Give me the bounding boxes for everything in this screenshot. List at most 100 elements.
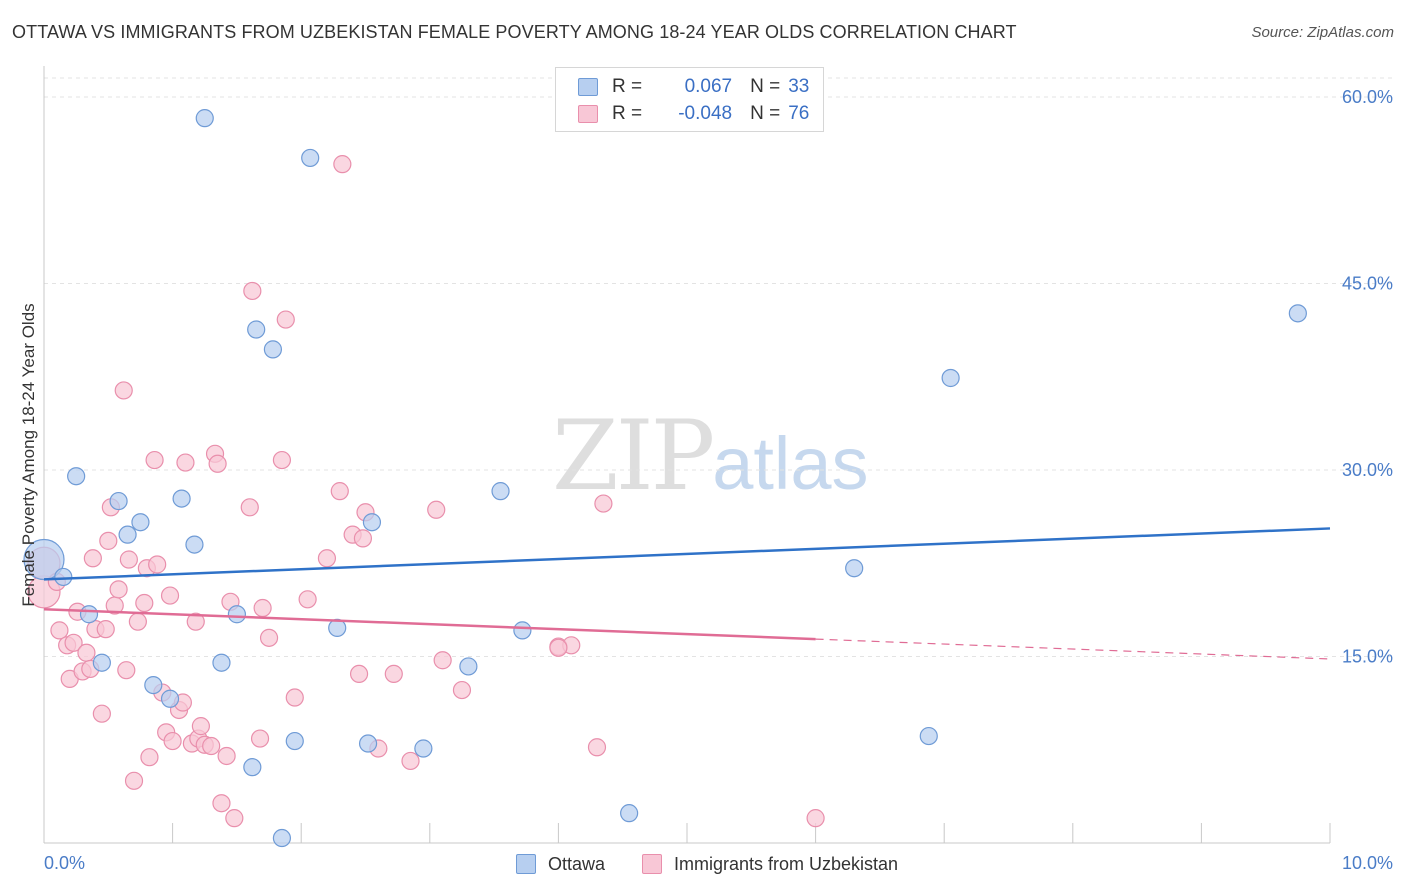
ottawa-point — [459, 657, 478, 676]
ottawa-point — [131, 513, 150, 532]
uzbekistan-point — [276, 310, 295, 329]
ottawa-point — [172, 489, 191, 508]
uzbekistan-point — [353, 529, 373, 548]
uzbekistan-point — [285, 688, 304, 707]
y-tick-label: 30.0% — [1342, 460, 1393, 480]
x-tick-label: 0.0% — [44, 853, 85, 873]
n-value: 76 — [788, 103, 810, 124]
chart-title: OTTAWA VS IMMIGRANTS FROM UZBEKISTAN FEM… — [12, 22, 1017, 42]
uzbekistan-point — [163, 731, 182, 751]
trend-lines — [43, 527, 1331, 660]
uzbekistan-point — [225, 809, 244, 828]
uzbekistan-point — [114, 381, 133, 400]
n-label: N = — [750, 103, 781, 124]
ottawa-swatch — [578, 78, 598, 96]
uzbekistan-point — [330, 482, 349, 501]
uzbekistan-point — [160, 586, 180, 605]
ottawa-point — [109, 491, 128, 511]
bottom-legend-ottawa: Ottawa — [516, 852, 605, 876]
ottawa-swatch — [516, 854, 536, 874]
uzbekistan-point — [176, 453, 195, 472]
uzbekistan-point — [140, 748, 159, 767]
ottawa-point — [845, 559, 864, 578]
watermark: ZIPatlas — [552, 400, 869, 512]
uzbekistan-point — [77, 643, 96, 662]
uzbekistan-point — [253, 598, 272, 618]
uzbekistan-point — [433, 651, 452, 670]
n-label: N = — [750, 76, 781, 97]
r-value: 0.067 — [684, 76, 733, 97]
uzbekistan-point — [384, 664, 403, 684]
uzbekistan-point — [259, 628, 279, 647]
y-axis-title: Female Poverty Among 18-24 Year Olds — [19, 303, 38, 606]
uzbekistan-point — [191, 717, 210, 736]
ottawa-point — [92, 653, 111, 672]
uzbekistan-point — [549, 638, 568, 657]
ottawa-point — [54, 567, 73, 587]
uzbekistan-point — [109, 580, 128, 599]
ottawa-point — [144, 675, 163, 695]
ottawa-point — [362, 513, 382, 532]
y-tick-label: 15.0% — [1342, 647, 1393, 667]
uzbekistan-point — [349, 664, 369, 684]
ottawa-point — [513, 621, 532, 640]
uzbekistan-point — [243, 281, 262, 301]
bottom-legend-uzbekistan: Immigrants from Uzbekistan — [642, 852, 898, 876]
ottawa-point — [620, 804, 639, 823]
uzbekistan-point — [202, 736, 221, 756]
tick-labels: 15.0% 30.0% 45.0% 60.0% 0.0% 10.0% — [44, 87, 1393, 873]
y-tick-label: 60.0% — [1342, 87, 1393, 107]
uzbekistan-point — [96, 620, 115, 639]
uzbekistan-point — [212, 794, 231, 813]
uzbekistan-swatch — [642, 854, 662, 874]
uzbekistan-point — [427, 500, 446, 519]
ottawa-label: Ottawa — [548, 853, 606, 874]
uzbekistan-point — [317, 549, 337, 568]
ottawa-point — [941, 368, 960, 388]
uzbekistan-point — [92, 704, 111, 723]
uzbekistan-point — [50, 621, 69, 640]
ottawa-point — [414, 739, 433, 758]
uzbekistan-point — [594, 494, 613, 513]
axes — [43, 66, 1331, 844]
uzbekistan-point — [806, 809, 825, 828]
ottawa-point — [195, 109, 214, 128]
uzbekistan-point — [145, 450, 164, 470]
uzbekistan-trend-extension — [815, 638, 1331, 660]
ottawa-point — [919, 726, 938, 746]
legend-row-ottawa: R = 0.067 N = 33 — [578, 75, 809, 99]
uzbekistan-point — [99, 531, 118, 550]
uzbekistan-point — [83, 549, 102, 568]
uzbekistan-point — [208, 454, 227, 473]
uzbekistan-point — [250, 729, 270, 748]
y-tick-label: 45.0% — [1342, 274, 1393, 294]
r-label: R = — [612, 103, 643, 124]
r-value: -0.048 — [678, 103, 733, 124]
uzbekistan-label: Immigrants from Uzbekistan — [674, 853, 899, 874]
uzbekistan-point — [452, 680, 472, 700]
ottawa-point — [185, 535, 204, 554]
uzbekistan-point — [217, 746, 236, 766]
uzbekistan-point — [119, 550, 138, 569]
uzbekistan-point — [64, 633, 83, 652]
gridlines — [44, 77, 1392, 657]
legend-row-uzbekistan: R = -0.048 N = 76 — [578, 102, 809, 126]
uzbekistan-points — [27, 155, 825, 828]
ottawa-point — [263, 340, 283, 359]
uzbekistan-point — [117, 661, 136, 680]
ottawa-points — [23, 109, 1307, 848]
uzbekistan-point — [298, 590, 317, 609]
uzbekistan-point — [124, 771, 144, 790]
source-label: Source: ZipAtlas.com — [1251, 24, 1394, 41]
ottawa-point — [67, 467, 86, 486]
uzbekistan-point — [128, 612, 147, 631]
watermark-zip: ZIP — [552, 400, 715, 512]
uzbekistan-point — [135, 593, 154, 613]
ottawa-trend-line — [43, 527, 1331, 581]
ottawa-point — [1288, 304, 1307, 323]
ottawa-point — [118, 525, 137, 544]
uzbekistan-point — [240, 498, 259, 517]
uzbekistan-point — [272, 450, 292, 470]
x-tick-label: 10.0% — [1342, 853, 1393, 873]
